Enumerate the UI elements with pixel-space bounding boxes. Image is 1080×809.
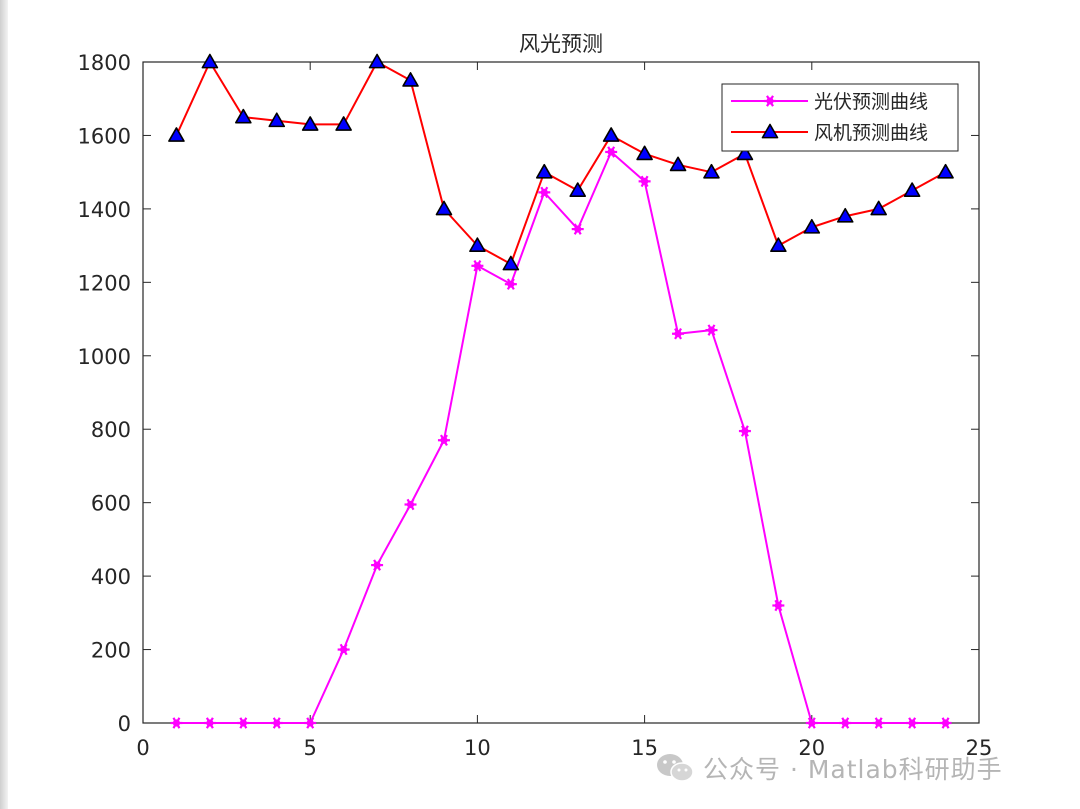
data-point-pv (906, 717, 919, 729)
watermark-text: 公众号 · Matlab科研助手 (703, 755, 1003, 784)
data-point-wind (669, 156, 687, 172)
chart-title: 风光预测 (519, 32, 603, 56)
data-point-pv (404, 498, 417, 511)
x-tick-label: 0 (136, 736, 149, 760)
data-point-pv (939, 717, 952, 729)
data-point-wind (235, 108, 252, 124)
data-point-wind (736, 145, 754, 161)
x-tick-label: 15 (631, 736, 658, 760)
data-point-wind (535, 163, 553, 179)
y-tick-label: 0 (118, 712, 131, 736)
data-point-wind (435, 200, 453, 216)
data-point-wind (268, 112, 286, 128)
data-point-wind (569, 182, 587, 197)
data-point-wind (803, 218, 821, 234)
data-point-pv (170, 717, 183, 729)
series-markers (168, 53, 954, 729)
y-tick-label: 1600 (78, 124, 131, 148)
y-tick-label: 1800 (78, 51, 131, 75)
y-tick-label: 1200 (78, 271, 131, 295)
plot-area (142, 61, 980, 724)
data-point-wind (368, 53, 386, 69)
y-tick-label: 800 (91, 418, 131, 442)
y-tick-label: 200 (91, 639, 131, 663)
data-point-wind (602, 127, 620, 142)
wechat-icon (657, 754, 694, 782)
data-point-pv (638, 175, 651, 188)
data-point-wind (502, 255, 520, 271)
data-point-pv (672, 327, 685, 340)
series-line-wind (175, 61, 947, 265)
data-point-pv (504, 278, 517, 290)
data-point-pv (237, 717, 250, 729)
data-point-pv (605, 146, 618, 158)
watermark: 公众号 · Matlab科研助手 (655, 748, 1003, 788)
axis-ticks: 0 5 10 15 20 25 0 200 400 600 800 1000 1200 1400 1600 1… (78, 51, 993, 760)
data-point-pv (839, 717, 852, 729)
x-tick-label: 5 (304, 736, 317, 760)
data-point-pv (738, 425, 751, 437)
data-point-wind (770, 237, 787, 253)
data-point-wind (301, 116, 319, 131)
y-tick-label: 400 (91, 565, 131, 589)
data-point-pv (772, 599, 785, 612)
data-point-wind (836, 207, 854, 223)
data-point-pv (705, 324, 718, 336)
data-point-pv (471, 260, 484, 272)
data-point-pv (571, 223, 584, 235)
data-point-pv (304, 717, 317, 729)
y-tick-label: 1400 (78, 198, 131, 222)
legend-box (721, 83, 959, 152)
data-point-wind (402, 72, 419, 87)
y-tick-label: 1000 (78, 345, 131, 369)
data-point-wind (903, 182, 921, 197)
window-edge (0, 0, 8, 809)
data-point-pv (437, 434, 450, 446)
data-point-pv (805, 717, 818, 729)
legend-marker-wind-symbol (761, 123, 779, 139)
legend-marker-pv (764, 95, 776, 107)
y-tick-label: 600 (91, 492, 131, 516)
data-point-pv (203, 717, 216, 729)
data-point-pv (371, 559, 384, 571)
legend-label-pv: 光伏预测曲线 (814, 91, 928, 113)
x-tick-label: 25 (966, 736, 993, 760)
data-point-wind (870, 200, 887, 216)
data-point-wind (335, 116, 352, 131)
data-point-wind (937, 163, 954, 179)
data-point-wind (168, 127, 185, 142)
legend-label-wind: 风机预测曲线 (814, 122, 928, 144)
data-point-pv (538, 186, 551, 199)
data-point-pv (872, 717, 885, 729)
data-point-wind (201, 53, 219, 69)
legend-marker-wind (761, 123, 779, 139)
legend-marker-pv-symbol (764, 95, 776, 107)
x-tick-label: 20 (798, 736, 825, 760)
x-tick-label: 10 (464, 736, 491, 760)
data-point-wind (703, 163, 720, 179)
data-point-pv (270, 717, 283, 729)
legend: 光伏预测曲线 风机预测曲线 (721, 83, 959, 152)
data-point-wind (636, 145, 653, 161)
data-point-pv (337, 643, 350, 656)
data-point-wind (469, 237, 486, 253)
